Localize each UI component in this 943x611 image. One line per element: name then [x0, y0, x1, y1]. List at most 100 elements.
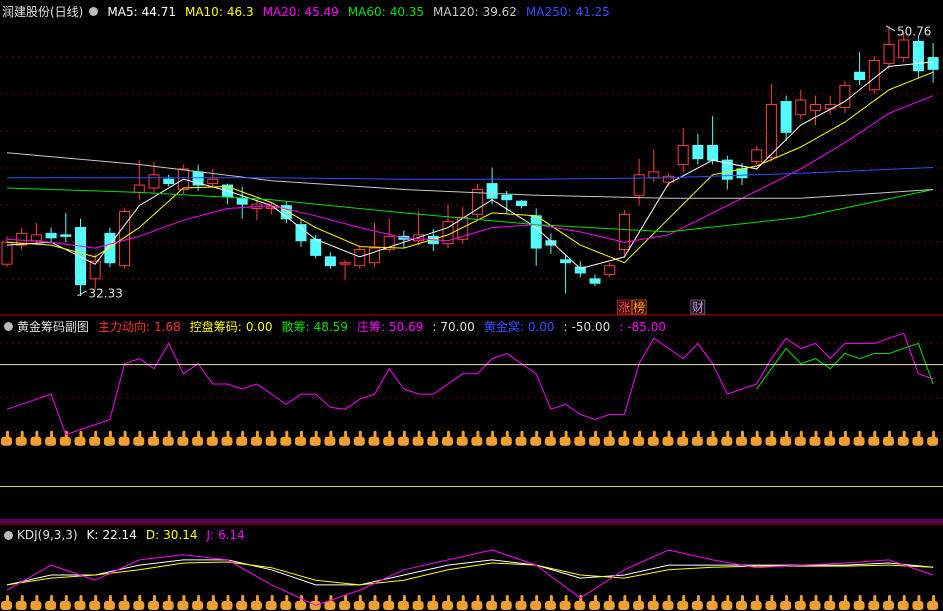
hand-icon	[236, 436, 248, 446]
hand-icon	[250, 601, 262, 611]
hand-icon-finger	[873, 595, 877, 603]
candle-body	[310, 238, 322, 256]
hand-icon-finger	[417, 595, 421, 603]
hand-icon-finger	[255, 595, 259, 603]
hand-icon	[706, 601, 718, 611]
hand-icon-finger	[197, 430, 201, 438]
hand-icon-finger	[608, 430, 612, 438]
hand-icon-finger	[932, 430, 936, 438]
hand-icon-finger	[344, 595, 348, 603]
hand-icon	[486, 436, 498, 446]
signal-label: 涨	[618, 300, 630, 315]
hand-icon	[221, 436, 233, 446]
hand-icon-finger	[50, 595, 54, 603]
legend-name: MA60:	[347, 4, 386, 19]
hand-icon-finger	[491, 430, 495, 438]
annotation-label: 50.76	[897, 24, 931, 38]
hand-icon	[544, 601, 556, 611]
hand-icon-finger	[226, 595, 230, 603]
candle-body	[148, 174, 160, 189]
candle-body	[207, 178, 219, 185]
legend-name: MA10:	[184, 4, 223, 19]
hand-icon	[118, 436, 130, 446]
hand-icon-finger	[123, 595, 127, 603]
legend-value: 45.49	[304, 4, 339, 19]
legend-value: 48.59	[313, 319, 348, 334]
menu-icon[interactable]	[4, 530, 13, 540]
hand-icon-finger	[300, 430, 303, 438]
hand-icon	[45, 601, 57, 611]
candle-body	[295, 224, 307, 242]
menu-icon[interactable]	[89, 7, 99, 16]
hand-icon-finger	[726, 595, 730, 603]
hand-icon	[883, 601, 894, 611]
hand-icon	[427, 436, 439, 446]
hand-icon-finger	[461, 430, 465, 438]
hand-icon-finger	[285, 430, 289, 438]
hand-icon-finger	[579, 595, 583, 603]
hand-icon	[265, 436, 277, 446]
menu-icon[interactable]	[4, 322, 13, 331]
hand-icon-finger	[388, 595, 392, 603]
candle-body	[486, 183, 498, 199]
hand-icon-finger	[741, 595, 744, 603]
hand-icon-finger	[94, 595, 98, 603]
hand-icon-finger	[564, 595, 568, 603]
hand-icon	[589, 601, 600, 611]
legend-value: 41.25	[575, 4, 610, 19]
hand-icon	[706, 436, 718, 446]
candle-body	[839, 84, 851, 108]
legend-name: 控盘筹码:	[189, 320, 242, 334]
hand-icon	[574, 601, 586, 611]
hand-icon-finger	[711, 430, 715, 438]
candle-body	[501, 194, 513, 201]
hand-icon-finger	[520, 430, 524, 438]
hand-icon-finger	[829, 430, 833, 438]
hand-icon	[897, 601, 909, 611]
hand-icon-finger	[35, 595, 39, 603]
hand-icon	[339, 436, 351, 446]
hand-icon	[89, 436, 101, 446]
hand-icon-finger	[858, 430, 862, 438]
hand-icon	[662, 436, 674, 446]
hand-icon-finger	[20, 595, 24, 603]
hand-icon	[618, 436, 630, 446]
hand-icon-finger	[447, 595, 450, 603]
hand-icon	[647, 601, 659, 611]
legend-value: -85.00	[627, 319, 666, 334]
series-line	[6, 152, 934, 199]
hand-icon-finger	[461, 595, 465, 603]
hand-icon-finger	[755, 595, 759, 603]
hand-icon	[780, 436, 792, 446]
hand-icon	[74, 436, 86, 446]
series-line	[6, 71, 934, 264]
hand-icon-finger	[94, 430, 98, 438]
hand-icon-finger	[549, 430, 553, 438]
hand-icon-finger	[535, 430, 539, 438]
hand-icon	[103, 436, 115, 446]
hand-icon-finger	[564, 430, 568, 438]
hand-icon	[192, 601, 204, 611]
candle-body	[765, 103, 777, 158]
hand-icon	[30, 601, 42, 611]
legend-value: 70.00	[440, 319, 475, 334]
hand-icon	[30, 436, 42, 446]
hand-icon-finger	[888, 595, 891, 603]
candle-body	[104, 232, 116, 264]
hand-icon	[853, 436, 865, 446]
hand-icon	[280, 436, 292, 446]
legend-value: 1.68	[154, 319, 181, 334]
hand-icon-finger	[873, 430, 877, 438]
hand-icon-finger	[388, 430, 392, 438]
hand-icon-finger	[153, 430, 156, 438]
hand-icon	[265, 601, 277, 611]
hand-icon	[486, 601, 498, 611]
hand-icon	[206, 601, 218, 611]
hand-icon	[368, 601, 380, 611]
hand-icon-finger	[755, 430, 759, 438]
hand-icon-finger	[358, 430, 362, 438]
hand-icon-finger	[711, 595, 715, 603]
hand-icon-finger	[814, 595, 818, 603]
hand-icon	[397, 436, 409, 446]
candle-body	[574, 266, 586, 274]
